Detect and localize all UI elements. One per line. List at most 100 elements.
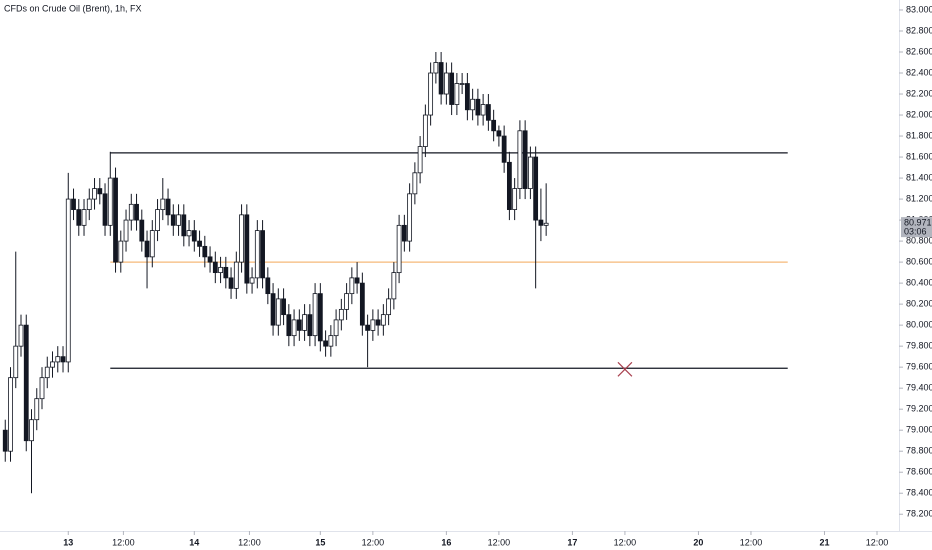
candle-body (375, 319, 381, 326)
candle-body (97, 188, 103, 195)
candle-body (18, 324, 24, 347)
candle-body (92, 188, 97, 200)
candle-body (349, 277, 355, 295)
candle-body (323, 340, 328, 347)
candle-body (76, 209, 82, 226)
countdown-label: 03:06 (904, 227, 927, 237)
candle-body (291, 319, 297, 337)
candle-body (155, 209, 160, 231)
candle-body (443, 72, 449, 95)
y-tick-label: 78.400 (906, 488, 932, 498)
candle-body (401, 224, 407, 242)
x-tick-label: 15 (315, 537, 325, 547)
candle-body (417, 146, 423, 174)
y-tick-label: 80.600 (906, 256, 932, 266)
y-tick-label: 82.200 (906, 88, 932, 98)
candle-body (480, 104, 486, 116)
candle-body (522, 130, 528, 189)
candle-body (218, 266, 223, 274)
candle-body (102, 193, 108, 226)
candle-body (176, 214, 181, 226)
last-price-box (901, 217, 932, 238)
y-tick-label: 79.200 (906, 404, 932, 414)
candle-body (354, 277, 360, 284)
y-tick-label: 80.200 (906, 299, 932, 309)
candle-body (312, 293, 318, 337)
candle-body (328, 335, 334, 347)
candle-body (2, 429, 8, 452)
y-tick-label: 79.600 (906, 362, 932, 372)
candle-body (302, 314, 307, 331)
candle-body (128, 203, 134, 221)
candle-body (29, 419, 34, 442)
candle-body (144, 240, 150, 258)
candle-body (344, 293, 349, 310)
candle-body (422, 114, 428, 147)
candle-body (181, 214, 187, 237)
candle-body (470, 98, 476, 111)
y-tick-label: 79.400 (906, 383, 932, 393)
candle-body (527, 156, 533, 189)
candle-body (365, 324, 371, 331)
candle-body (501, 135, 507, 163)
candle-body (296, 319, 302, 331)
candle-body (118, 240, 124, 263)
candle-body (512, 188, 518, 210)
y-tick-label: 79.000 (906, 425, 932, 435)
x-tick-label: 12:00 (362, 537, 385, 547)
candle-body (428, 72, 434, 116)
x-tick-label: 12:00 (488, 537, 511, 547)
candle-body (39, 377, 45, 400)
x-tick-label: 12:00 (238, 537, 261, 547)
candle-body (517, 130, 523, 189)
candle-body (370, 319, 376, 331)
candle-body (506, 161, 512, 210)
candle-body (307, 314, 313, 337)
candle-body (412, 172, 418, 195)
candle-body (65, 198, 71, 363)
chart-title: CFDs on Crude Oil (Brent), 1h, FX (4, 3, 142, 13)
candle-body (55, 356, 61, 363)
y-tick-label: 82.000 (906, 109, 932, 119)
y-tick-label: 81.200 (906, 193, 932, 203)
candle-body (71, 198, 76, 210)
candle-body (491, 119, 497, 132)
y-tick-label: 81.600 (906, 151, 932, 161)
x-tick-label: 20 (693, 537, 703, 547)
candle-body (396, 224, 402, 274)
candle-body (233, 261, 239, 289)
candle-body (60, 356, 66, 363)
y-tick-label: 82.800 (906, 25, 932, 35)
x-tick-label: 12:00 (614, 537, 637, 547)
y-tick-label: 82.400 (906, 67, 932, 77)
candle-body (186, 230, 192, 237)
candle-body (113, 177, 118, 263)
candle-body (449, 72, 455, 105)
candle-body (207, 256, 213, 263)
y-tick-label: 78.800 (906, 446, 932, 456)
candle-body (281, 298, 286, 316)
candle-body (438, 62, 444, 95)
candle-body (223, 266, 229, 279)
candle-body (270, 293, 276, 326)
marker-cross (617, 361, 633, 377)
x-tick-label: 17 (567, 537, 577, 547)
candle-body (454, 83, 460, 105)
candle-body (333, 319, 339, 337)
candle-body (254, 230, 260, 279)
candle-body (50, 361, 55, 368)
x-tick-label: 16 (441, 537, 451, 547)
candle-body (44, 366, 50, 379)
y-tick-label: 80.400 (906, 277, 932, 287)
candle-body (160, 198, 166, 210)
candle-body (139, 219, 145, 242)
y-tick-label: 78.600 (906, 467, 932, 477)
candle-body (459, 83, 465, 85)
y-tick-label: 78.200 (906, 509, 932, 519)
y-tick-label: 79.800 (906, 341, 932, 351)
candle-body (13, 345, 19, 379)
candle-body (496, 130, 502, 137)
x-tick-label: 12:00 (740, 537, 763, 547)
